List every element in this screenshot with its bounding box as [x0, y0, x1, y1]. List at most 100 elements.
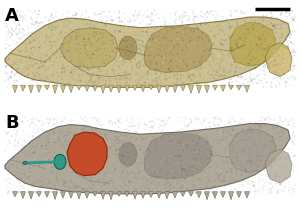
Point — [277, 54, 281, 57]
Point — [135, 63, 140, 67]
Point — [247, 76, 252, 80]
Point — [127, 149, 132, 152]
Point — [290, 24, 295, 28]
Point — [44, 49, 49, 52]
Point — [40, 39, 45, 43]
Point — [198, 23, 203, 26]
Point — [20, 82, 25, 86]
Point — [152, 166, 157, 170]
Point — [166, 191, 171, 194]
Point — [63, 122, 68, 125]
Point — [276, 42, 281, 45]
Point — [93, 136, 98, 139]
Point — [83, 9, 88, 13]
Point — [212, 171, 216, 175]
Point — [189, 121, 194, 125]
Point — [229, 77, 234, 81]
Point — [282, 63, 286, 66]
Point — [8, 76, 13, 80]
Point — [63, 31, 68, 35]
Point — [126, 191, 131, 195]
Point — [112, 61, 117, 64]
Point — [209, 145, 214, 148]
Point — [191, 82, 196, 85]
Point — [88, 169, 93, 172]
Point — [122, 146, 127, 149]
Point — [5, 155, 10, 158]
Point — [244, 15, 249, 18]
Point — [83, 184, 88, 187]
Point — [228, 177, 233, 180]
Point — [291, 53, 296, 56]
Point — [101, 189, 106, 192]
Point — [198, 23, 203, 27]
Point — [139, 39, 144, 43]
Point — [291, 18, 296, 22]
Point — [191, 180, 196, 183]
Point — [168, 187, 173, 191]
Point — [142, 16, 147, 19]
Point — [32, 131, 37, 134]
Point — [206, 190, 211, 193]
Point — [20, 162, 24, 165]
Point — [21, 16, 26, 19]
Point — [187, 150, 192, 154]
Point — [193, 143, 197, 147]
Point — [60, 42, 65, 46]
Point — [144, 62, 148, 66]
Point — [181, 23, 186, 26]
Point — [152, 43, 157, 47]
Point — [154, 184, 159, 188]
Point — [193, 121, 197, 125]
Point — [224, 160, 228, 164]
Point — [216, 147, 220, 151]
Point — [110, 132, 115, 136]
Point — [70, 170, 75, 174]
Point — [219, 130, 224, 133]
Point — [191, 184, 196, 187]
Point — [33, 49, 38, 52]
Point — [227, 47, 232, 51]
Point — [84, 53, 88, 56]
Point — [163, 157, 167, 161]
Point — [62, 173, 67, 177]
Point — [20, 171, 24, 174]
Point — [243, 186, 248, 189]
Point — [94, 81, 99, 85]
Point — [141, 177, 146, 180]
Point — [123, 190, 128, 194]
Point — [270, 86, 274, 89]
Point — [129, 143, 134, 146]
Point — [203, 192, 208, 195]
Point — [271, 183, 276, 187]
Point — [14, 80, 19, 83]
Point — [86, 72, 91, 76]
Point — [128, 63, 132, 66]
Point — [40, 170, 45, 173]
Point — [211, 164, 216, 167]
Point — [137, 137, 142, 140]
Point — [285, 40, 290, 44]
Point — [23, 55, 28, 58]
Point — [189, 27, 194, 31]
Point — [33, 123, 38, 126]
Point — [174, 62, 179, 65]
Point — [203, 46, 208, 49]
Point — [282, 21, 287, 25]
Point — [217, 171, 221, 174]
Point — [64, 79, 69, 83]
Point — [142, 45, 147, 48]
Point — [5, 25, 10, 29]
Point — [63, 39, 68, 43]
Point — [44, 131, 49, 134]
Point — [202, 151, 207, 155]
Point — [33, 80, 38, 83]
Point — [8, 31, 13, 34]
Point — [261, 65, 266, 68]
Point — [259, 144, 264, 147]
Point — [224, 178, 229, 181]
Point — [167, 47, 172, 51]
Point — [10, 28, 15, 32]
Point — [186, 14, 190, 18]
Point — [73, 58, 77, 61]
